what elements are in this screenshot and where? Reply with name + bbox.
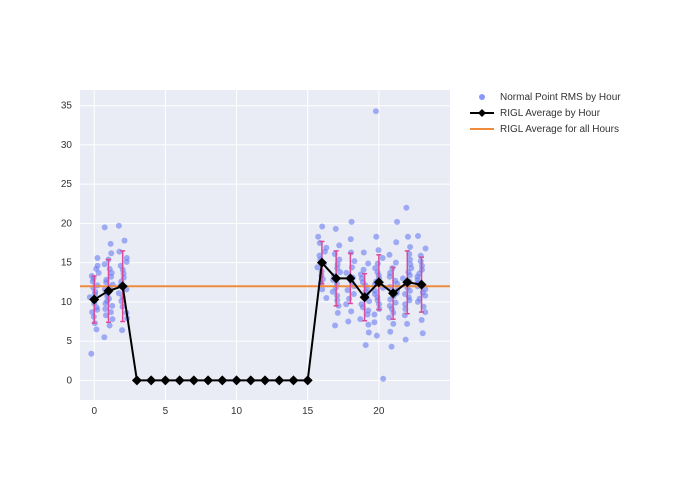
legend-marker-diamond bbox=[478, 109, 486, 117]
y-tick-label: 30 bbox=[61, 140, 73, 151]
y-tick-label: 15 bbox=[61, 258, 73, 269]
y-tick-label: 10 bbox=[61, 297, 73, 308]
legend-label: RIGL Average by Hour bbox=[500, 108, 601, 119]
y-tick-label: 5 bbox=[66, 336, 72, 347]
x-tick-label: 15 bbox=[302, 406, 314, 417]
legend: Normal Point RMS by Hour RIGL Average by … bbox=[470, 92, 621, 135]
legend-label: RIGL Average for all Hours bbox=[500, 124, 619, 135]
y-tick-label: 35 bbox=[61, 101, 73, 112]
y-tick-label: 0 bbox=[66, 375, 72, 386]
y-tick-labels: 0 5 10 15 20 25 30 35 bbox=[61, 101, 73, 387]
y-tick-label: 20 bbox=[61, 218, 73, 229]
x-tick-label: 20 bbox=[373, 406, 385, 417]
scatter-line-chart: 0 5 10 15 20 0 5 10 15 20 25 30 35 Normal Point RMS b… bbox=[0, 0, 700, 500]
x-tick-labels: 0 5 10 15 20 bbox=[91, 406, 384, 417]
legend-marker-scatter bbox=[479, 94, 485, 100]
plot-background bbox=[80, 90, 450, 400]
x-tick-label: 0 bbox=[91, 406, 97, 417]
y-tick-label: 25 bbox=[61, 179, 73, 190]
legend-label: Normal Point RMS by Hour bbox=[500, 92, 621, 103]
x-tick-label: 5 bbox=[163, 406, 169, 417]
x-tick-label: 10 bbox=[231, 406, 243, 417]
chart-container: 0 5 10 15 20 0 5 10 15 20 25 30 35 Normal Point RMS b… bbox=[0, 0, 700, 500]
